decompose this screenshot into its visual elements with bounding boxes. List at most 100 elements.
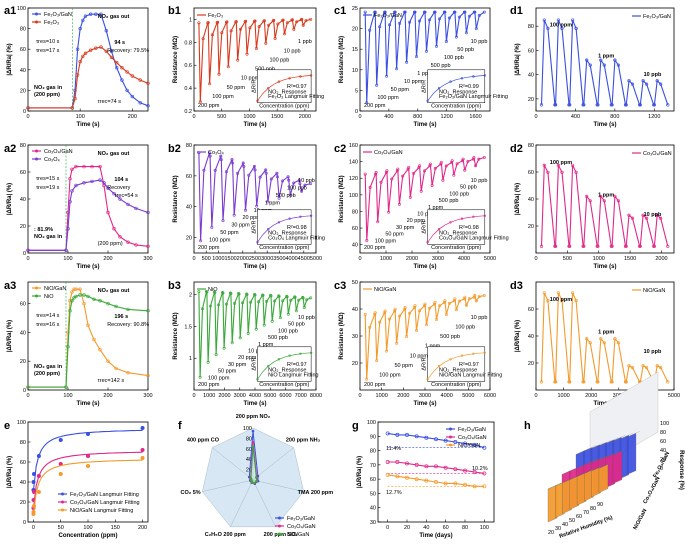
c2-data-point (460, 159, 464, 163)
h-category-label: 70 (583, 510, 589, 516)
b2-data-point (288, 193, 292, 197)
d3-xtick-label: 2000 (585, 393, 597, 399)
d2-data-point (570, 163, 575, 167)
g-data-point (453, 481, 458, 486)
c1-inset-xlabel: Concentration (ppm) (431, 103, 481, 109)
c3-data-point (444, 312, 448, 316)
c1-conc-label: 50 ppb (457, 47, 474, 53)
d1-data-point (539, 103, 544, 107)
b2-inset-fit (257, 215, 312, 243)
b2-data-point (247, 173, 251, 177)
c1-data-point (423, 10, 427, 14)
b1-data-point (295, 20, 299, 24)
b3-xtick-label: 1000 (203, 393, 215, 399)
f-axis-label: 200 ppm NO₂ (236, 414, 271, 420)
g-data-point (405, 432, 409, 437)
a1-tau-res-2: τres=17 s (36, 48, 60, 54)
d1-data-point (574, 26, 578, 31)
c2-inset-r2: R²=0.98 (459, 225, 479, 231)
c3-data-point (473, 293, 477, 297)
a2-data-point (102, 181, 106, 185)
c1-data-point (368, 28, 372, 32)
d1-conc-label: 100 ppm (550, 22, 572, 28)
d3-data-point (630, 366, 635, 370)
a3-data-point (98, 299, 102, 303)
c3-conc-label: 10 ppm (410, 353, 429, 359)
c2-xtick-label: 0 (358, 256, 361, 262)
d3-data-point (588, 341, 592, 345)
c1-ytick-label: 0 (355, 109, 358, 115)
c2-legend-label: Co₃O₄/GaN (374, 150, 403, 156)
h-ztick-label: 60 (660, 439, 666, 445)
b3-inset-ylabel: ΔR/R (251, 357, 257, 370)
c3-data-point (414, 328, 418, 332)
b2-data-point (210, 225, 214, 229)
h-bar-top (612, 448, 627, 456)
a1-xtick-label: 0 (26, 114, 29, 120)
c1-xtick-label: 1200 (441, 114, 453, 120)
c2-data-point (452, 173, 456, 177)
c2-data-point (395, 169, 399, 173)
g-xtick-label: 60 (443, 525, 449, 531)
b1-ytick-label: 0.2 (184, 109, 192, 115)
c3-legend-label: NiO/GaN (374, 287, 396, 293)
e-x-axis-title: Concentration (ppm) (59, 533, 118, 539)
c3-data-point (368, 325, 372, 329)
b2-xtick-label: 3500 (273, 256, 285, 262)
legend-marker (35, 149, 38, 153)
c2-inset-point (437, 228, 441, 231)
d2-data-point (616, 199, 621, 203)
c3-conc-label: 100 ppb (455, 325, 475, 331)
e-data-point (140, 456, 145, 460)
c1-data-point (413, 10, 417, 14)
b1-conc-label: 100 ppb (269, 57, 289, 63)
d3-data-point (539, 380, 544, 384)
a2-gas-out-note: NO₂ gas out (98, 151, 130, 157)
c2-data-point (450, 159, 454, 163)
b2-data-point (253, 168, 257, 172)
h-category-label: 40 (562, 522, 568, 528)
b1-data-point (254, 46, 258, 50)
b1-conc-label: 10 ppm (241, 76, 260, 82)
d3-data-point (655, 364, 659, 368)
b2-data-point (266, 200, 270, 204)
b2-xtick-label: 2000 (237, 256, 249, 262)
b1-data-point (267, 23, 271, 27)
b3-data-point (294, 309, 298, 313)
legend-label: Co₃O₄ (44, 157, 61, 163)
h-bar-top (590, 442, 604, 449)
a2-ytick-label: 60 (20, 170, 26, 176)
b3-conc-label: 100 ppm (208, 375, 230, 381)
g-data-point (443, 438, 448, 443)
c2-conc-label: 1 ppm (428, 205, 444, 211)
b3-data-point (305, 298, 309, 302)
a3-ytick-label: 40 (20, 330, 26, 336)
a3-gas-in-conc: (200 ppm) (34, 371, 60, 377)
b1-data-point (201, 37, 205, 41)
d1-data-point (641, 79, 645, 83)
a2-data-point (68, 200, 72, 204)
a2-data-point (118, 197, 122, 201)
c3-data-point (388, 317, 392, 321)
d3-data-point (627, 364, 631, 368)
d2-data-point (644, 216, 649, 220)
b1-panel-label: b1 (168, 5, 181, 17)
c2-data-point (463, 168, 467, 172)
b1-y-axis-title: Resistance (MΩ) (173, 36, 179, 83)
c2-data-point (471, 157, 475, 161)
h-bar-top (583, 445, 597, 452)
d1-data-point (616, 63, 621, 67)
g-ytick-label: 40 (370, 506, 376, 512)
c2-inset-frame (427, 209, 486, 245)
b2-inset-point (299, 215, 302, 219)
a2-data-point (70, 189, 74, 193)
c3-data-point (363, 312, 367, 316)
b3-data-point (217, 303, 221, 307)
g-data-point (424, 478, 429, 483)
b1-data-point (216, 20, 220, 24)
d2-data-point (602, 199, 606, 203)
a2-series-line (28, 179, 149, 251)
c3-inset-point (460, 354, 464, 357)
c2-inset-legend-1: NO₂_Response (439, 231, 477, 237)
c1-data-point (443, 10, 447, 14)
